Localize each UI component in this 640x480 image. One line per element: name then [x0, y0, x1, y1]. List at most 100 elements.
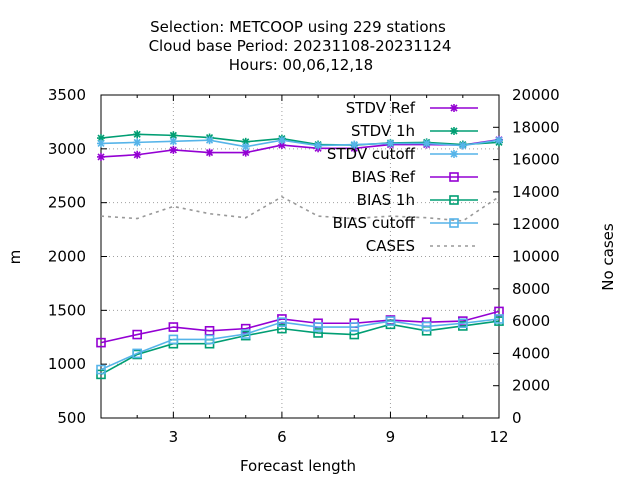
chart-title: Selection: METCOOP using 229 stations Cl… — [149, 18, 452, 74]
data-point — [349, 322, 360, 332]
marker-stroke — [133, 130, 141, 138]
marker-stroke — [97, 134, 105, 142]
legend-entry: BIAS Ref — [351, 168, 478, 186]
data-point — [277, 136, 286, 145]
marker-stroke — [450, 127, 458, 135]
y2-tick-label: 8000 — [512, 280, 550, 298]
data-point — [169, 137, 178, 146]
x-tick-label: 3 — [169, 428, 179, 446]
marker-stroke — [386, 139, 395, 148]
legend-entry: BIAS 1h — [357, 191, 478, 209]
data-point — [204, 334, 215, 345]
marker-stroke — [450, 150, 458, 158]
legend-entry: CASES — [366, 237, 478, 255]
data-point — [277, 317, 287, 327]
legend-label: STDV 1h — [351, 122, 415, 140]
legend-marker — [450, 150, 458, 158]
x-tick-label: 6 — [277, 428, 287, 446]
legend-label: STDV Ref — [346, 99, 416, 117]
series-bias-1h — [96, 316, 504, 380]
series-stdv-ref — [97, 135, 503, 161]
legend-marker — [449, 195, 459, 205]
series-bias-cutoff — [96, 314, 504, 375]
series-line — [100, 318, 500, 371]
legend-entry: STDV 1h — [351, 122, 478, 140]
x-axis-label: Forecast length — [240, 457, 356, 475]
y2-tick-label: 10000 — [512, 248, 560, 266]
data-point — [97, 152, 105, 161]
data-point — [277, 323, 287, 334]
data-point — [421, 321, 432, 332]
legend-marker — [450, 127, 458, 135]
y2-tick-label: 18000 — [512, 118, 560, 136]
data-point — [168, 322, 179, 332]
data-point — [240, 329, 251, 339]
data-point — [133, 150, 142, 159]
data-point — [314, 141, 323, 150]
legend-entry: STDV cutoff — [327, 145, 478, 163]
y2-tick-label: 16000 — [512, 151, 560, 169]
data-point — [132, 348, 142, 359]
data-point — [494, 314, 504, 324]
y2-axis-label: No cases — [599, 223, 617, 291]
x-tick-label: 9 — [386, 428, 396, 446]
legend-label: BIAS cutoff — [333, 214, 416, 232]
series-line — [100, 310, 500, 344]
series-group — [96, 130, 504, 380]
data-point — [313, 328, 323, 338]
y2-tick-label: 2000 — [512, 377, 550, 395]
series-cases — [100, 195, 500, 222]
marker-stroke — [423, 139, 431, 148]
legend-label: BIAS Ref — [351, 168, 415, 186]
marker-stroke — [450, 104, 458, 112]
y-tick-label: 2500 — [48, 194, 86, 212]
data-point — [97, 139, 105, 148]
data-point — [313, 322, 323, 332]
series-line — [100, 320, 500, 376]
data-point — [169, 145, 178, 154]
marker-stroke — [278, 136, 286, 144]
legend-label: STDV cutoff — [327, 145, 416, 163]
series-bias-ref — [96, 306, 504, 348]
legend-marker — [449, 172, 459, 182]
y2-tick-label: 12000 — [512, 215, 560, 233]
data-point — [458, 318, 468, 329]
data-point — [133, 138, 142, 147]
data-point — [458, 141, 467, 150]
x-tick-label: 12 — [489, 428, 508, 446]
data-point — [241, 148, 250, 157]
marker-stroke — [133, 138, 141, 146]
y2-tick-label: 4000 — [512, 344, 550, 362]
legend-entry: STDV Ref — [346, 99, 478, 117]
data-point — [240, 323, 251, 334]
y2-tick-label: 6000 — [512, 312, 550, 330]
y2-tick-label: 0 — [512, 409, 522, 427]
series-line — [100, 195, 500, 222]
series-line — [100, 139, 500, 148]
y-tick-label: 1000 — [48, 355, 86, 373]
marker-stroke — [205, 149, 214, 157]
y-tick-label: 2000 — [48, 248, 86, 266]
legend-marker — [449, 218, 459, 228]
y2-tick-label: 14000 — [512, 183, 560, 201]
marker-stroke — [97, 139, 105, 148]
title-line-1: Selection: METCOOP using 229 stations — [150, 18, 446, 36]
y-tick-label: 1500 — [48, 301, 86, 319]
legend-label: BIAS 1h — [357, 191, 415, 209]
series-line — [100, 138, 500, 158]
legend-marker — [450, 104, 458, 112]
marker-stroke — [350, 140, 358, 149]
data-point — [96, 337, 106, 348]
title-line-2: Cloud base Period: 20231108-20231124 — [149, 37, 452, 55]
data-point — [205, 136, 214, 145]
marker-stroke — [133, 151, 141, 159]
legend-entry: BIAS cutoff — [333, 214, 478, 232]
marker-stroke — [169, 146, 177, 154]
y-tick-label: 500 — [57, 409, 86, 427]
data-point — [96, 369, 106, 380]
axis-ticks: 3 6 9 12 500 1000 1500 2000 2500 3000 3500 0 2000 400… — [48, 86, 560, 446]
marker-stroke — [242, 143, 250, 151]
marker-stroke — [169, 137, 177, 145]
y-tick-label: 3000 — [48, 140, 86, 158]
data-point — [168, 334, 179, 345]
